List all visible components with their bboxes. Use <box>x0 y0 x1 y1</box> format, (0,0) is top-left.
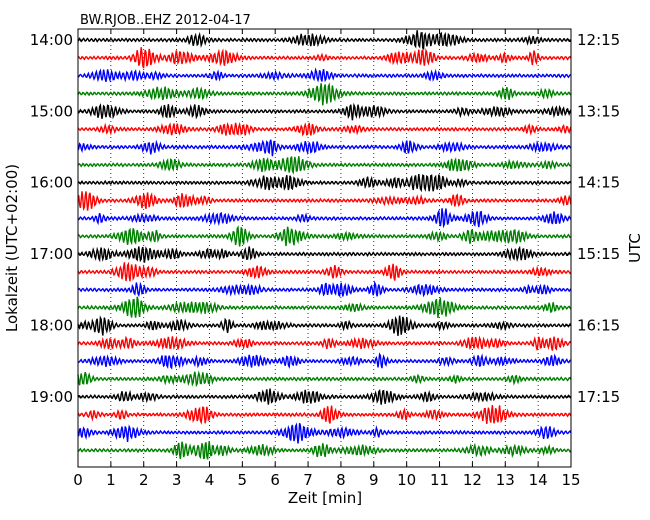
seismic-trace <box>77 441 572 460</box>
seismic-trace <box>77 370 572 388</box>
x-tick-label: 11 <box>430 471 449 489</box>
seismic-trace <box>77 405 572 425</box>
left-axis-ticks: 14:00 15:00 16:00 17:00 18:00 19:00 <box>30 31 83 406</box>
left-tick-label: 14:00 <box>30 31 73 49</box>
seismic-trace <box>77 102 572 121</box>
seismic-trace <box>77 296 572 319</box>
right-tick-label: 15:15 <box>577 245 620 263</box>
right-tick-label: 16:15 <box>577 316 620 334</box>
right-tick-label: 14:15 <box>577 174 620 192</box>
x-tick-label: 1 <box>106 471 116 489</box>
chart-title: BW.RJOB..EHZ 2012-04-17 <box>80 13 251 28</box>
x-tick-label: 8 <box>336 471 346 489</box>
seismic-trace <box>77 388 572 405</box>
x-tick-label: 12 <box>463 471 482 489</box>
x-axis-label: Zeit [min] <box>288 489 362 507</box>
seismic-trace <box>77 121 572 137</box>
seismic-trace <box>77 82 572 106</box>
right-tick-label: 13:15 <box>577 102 620 120</box>
seismic-trace <box>77 335 572 351</box>
seismic-trace <box>77 261 572 282</box>
seismic-trace <box>77 245 572 263</box>
left-tick-label: 17:00 <box>30 245 73 263</box>
seismic-trace <box>77 156 571 175</box>
seismic-trace <box>77 30 572 50</box>
seismic-trace <box>77 352 572 370</box>
seismic-trace <box>77 422 572 444</box>
right-axis-label: UTC <box>626 233 644 263</box>
x-tick-label: 7 <box>303 471 313 489</box>
seismic-trace <box>77 208 572 229</box>
left-tick-label: 19:00 <box>30 388 73 406</box>
x-tick-label: 4 <box>205 471 215 489</box>
left-tick-label: 18:00 <box>30 316 73 334</box>
seismic-trace <box>77 191 572 212</box>
plot-frame <box>77 28 572 468</box>
x-tick-label: 9 <box>369 471 379 489</box>
x-tick-label: 13 <box>496 471 515 489</box>
x-tick-label: 10 <box>397 471 416 489</box>
x-tick-label: 15 <box>561 471 580 489</box>
seismic-trace <box>77 225 572 247</box>
seismic-trace <box>77 47 572 69</box>
right-tick-label: 17:15 <box>577 388 620 406</box>
x-tick-label: 2 <box>139 471 149 489</box>
x-tick-label: 6 <box>270 471 280 489</box>
left-tick-label: 15:00 <box>30 102 73 120</box>
x-tick-label: 0 <box>73 471 83 489</box>
x-tick-label: 14 <box>529 471 548 489</box>
left-tick-label: 16:00 <box>30 174 73 192</box>
seismic-trace <box>77 280 572 298</box>
x-tick-label: 3 <box>172 471 182 489</box>
x-tick-label: 5 <box>238 471 248 489</box>
seismic-traces <box>77 30 572 460</box>
seismic-trace <box>77 139 572 157</box>
right-axis-ticks: 12:15 13:15 14:15 15:15 16:15 17:15 <box>566 31 620 406</box>
seismic-trace <box>77 174 572 193</box>
x-axis-ticks: 0 1 2 3 4 5 6 7 8 9 10 11 12 13 14 15 <box>73 29 581 489</box>
left-axis-label: Lokalzeit (UTC+02:00) <box>3 164 21 332</box>
right-tick-label: 12:15 <box>577 31 620 49</box>
seismic-trace <box>77 67 571 83</box>
seismic-trace <box>77 315 572 336</box>
